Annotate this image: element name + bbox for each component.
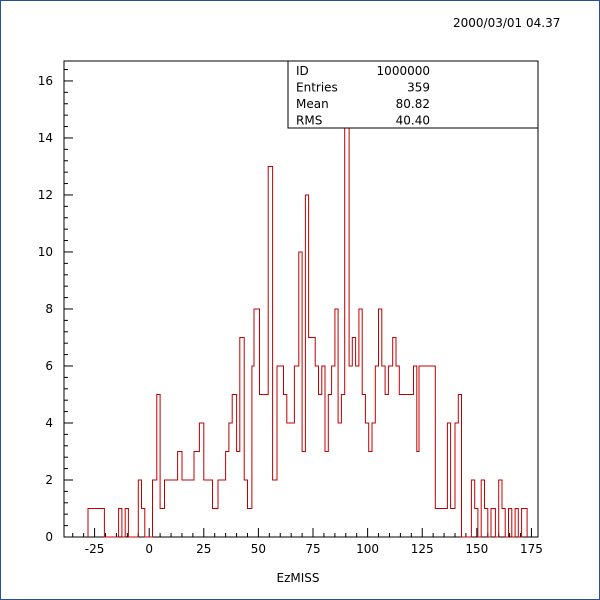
stats-value: 80.82 xyxy=(396,97,430,111)
plot-area-border xyxy=(63,60,539,538)
histogram-series xyxy=(87,109,528,538)
stats-box-border xyxy=(287,60,539,129)
x-tick-label: 0 xyxy=(145,542,153,556)
y-tick-label: 14 xyxy=(38,131,53,145)
x-tick-label: 25 xyxy=(196,542,211,556)
timestamp: 2000/03/01 04.37 xyxy=(453,16,560,30)
stats-label: RMS xyxy=(296,114,322,128)
stats-label: ID xyxy=(296,64,309,78)
y-tick-label: 10 xyxy=(38,245,53,259)
y-tick-label: 4 xyxy=(45,416,53,430)
stats-label: Mean xyxy=(296,97,329,111)
x-tick-label: 75 xyxy=(305,542,320,556)
y-tick-label: 0 xyxy=(45,530,53,544)
axes: 0 2 4 6 8 10 12 14 16 -25 0 25 50 75 100 125 150 175 xyxy=(38,60,543,556)
stats-label: Entries xyxy=(296,81,338,95)
stats-value: 359 xyxy=(407,81,430,95)
y-tick-label: 12 xyxy=(38,188,53,202)
x-tick-label: 150 xyxy=(465,542,488,556)
x-tick-label: 175 xyxy=(520,542,543,556)
stats-value: 40.40 xyxy=(396,114,430,128)
x-axis-label: EzMISS xyxy=(276,571,319,585)
x-tick-label: -25 xyxy=(85,542,105,556)
y-tick-label: 16 xyxy=(38,74,53,88)
x-tick-label: 50 xyxy=(251,542,266,556)
x-tick-label: 100 xyxy=(356,542,379,556)
y-tick-label: 8 xyxy=(45,302,53,316)
stats-box: ID 1000000 Entries 359 Mean 80.82 RMS 40.40 xyxy=(287,60,539,129)
y-tick-label: 6 xyxy=(45,359,53,373)
stats-value: 1000000 xyxy=(377,64,430,78)
y-tick-label: 2 xyxy=(45,473,53,487)
x-tick-label: 125 xyxy=(411,542,434,556)
